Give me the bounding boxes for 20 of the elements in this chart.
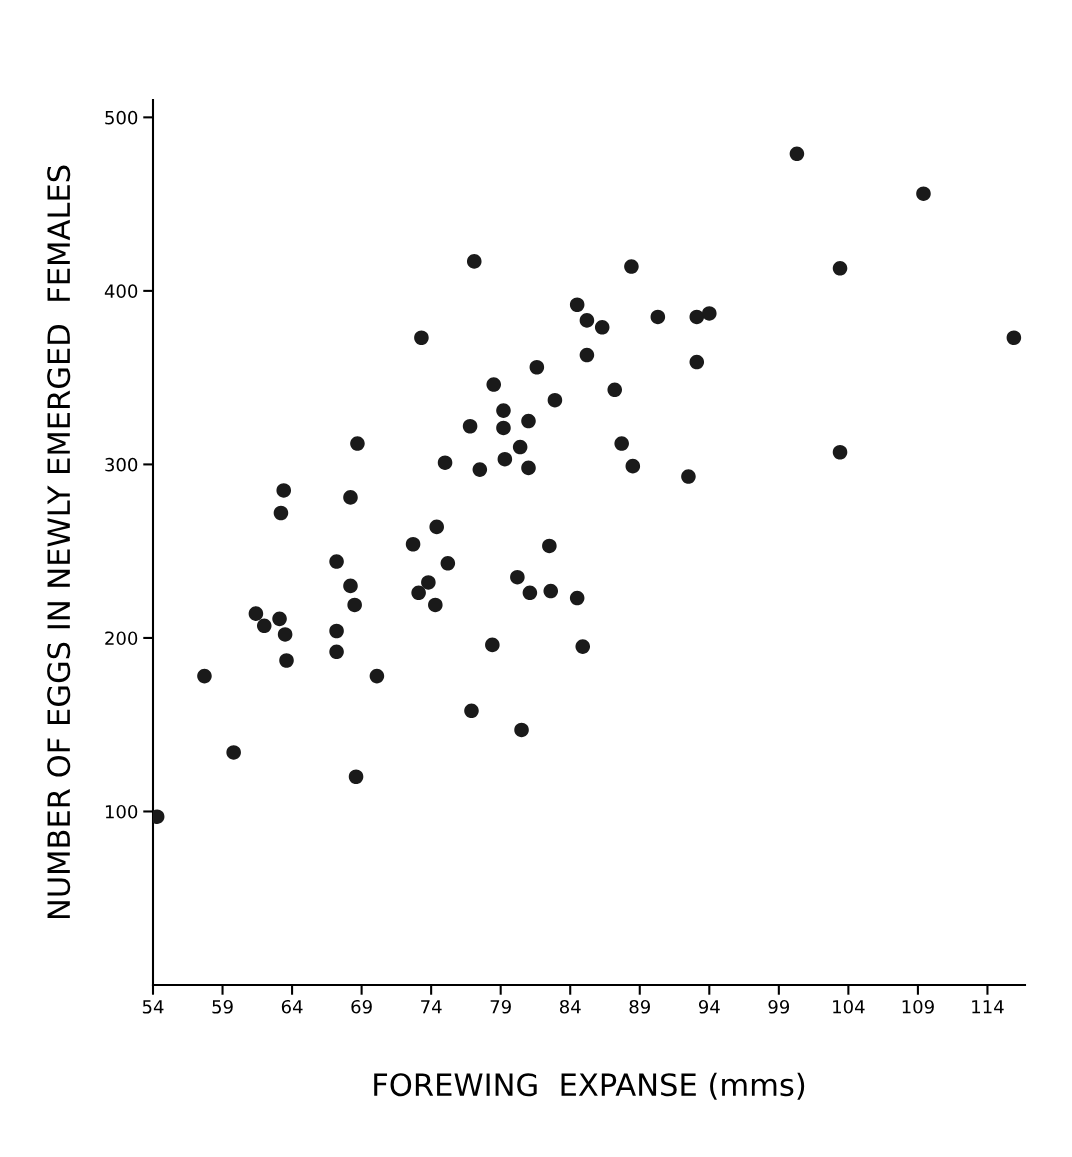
x-tick-label: 54 (142, 1000, 164, 1014)
x-tick-label: 99 (768, 999, 790, 1014)
y-tick-label: 500 (105, 110, 138, 125)
x-tick-label: 69 (351, 999, 372, 1014)
y-tick-label: 100 (105, 804, 138, 819)
x-axis-title: FOREWING EXPANSE (mms) (374, 1072, 805, 1100)
x-tick-label: 64 (281, 999, 303, 1014)
y-tick-label: 400 (104, 284, 138, 298)
y-tick-label: 200 (105, 631, 138, 646)
x-tick-label: 114 (972, 1000, 1004, 1014)
x-tick-label: 94 (698, 999, 720, 1014)
x-tick-label: 74 (421, 1000, 442, 1014)
x-tick-label: 109 (902, 999, 934, 1014)
x-tick-label: 79 (490, 999, 511, 1014)
x-tick-label: 59 (212, 999, 233, 1014)
x-tick-label: 104 (833, 999, 865, 1014)
y-axis-title: NUMBER OF EGGS IN NEWLY EMERGED FEMALES (47, 165, 71, 919)
x-tick-label: 89 (629, 999, 650, 1014)
x-tick-label: 84 (559, 999, 581, 1014)
y-tick-label: 300 (105, 457, 138, 472)
